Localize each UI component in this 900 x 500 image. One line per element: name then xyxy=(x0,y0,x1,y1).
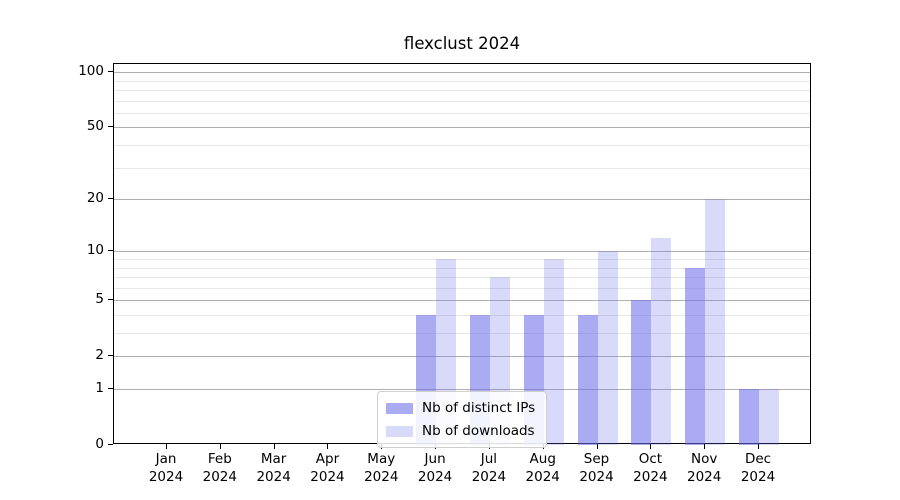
gridline-minor xyxy=(114,112,810,114)
x-axis-tick-label: Nov 2024 xyxy=(686,451,722,485)
y-axis-tick xyxy=(108,71,113,72)
gridline-minor xyxy=(114,100,810,102)
x-axis-tick xyxy=(650,444,652,449)
y-axis-tick xyxy=(108,126,113,127)
chart-title: flexclust 2024 xyxy=(403,34,521,53)
x-axis-tick-label: May 2024 xyxy=(364,451,399,485)
gridline-minor xyxy=(114,144,810,146)
legend: Nb of distinct IPs Nb of downloads xyxy=(377,391,548,448)
x-axis-tick-label: Dec 2024 xyxy=(740,451,776,485)
gridline-major xyxy=(114,198,810,200)
x-axis-tick xyxy=(704,444,706,449)
gridline-minor xyxy=(114,332,810,334)
gridline-major xyxy=(114,126,810,128)
x-axis-tick xyxy=(273,444,275,449)
bar-distinct-ips xyxy=(739,389,759,445)
gridline-minor xyxy=(114,89,810,91)
x-axis-tick-label: Aug 2024 xyxy=(525,451,560,485)
y-axis-tick xyxy=(108,444,113,445)
x-axis-tick-label: Feb 2024 xyxy=(202,451,237,485)
bar-downloads xyxy=(759,389,779,445)
y-axis-tick xyxy=(108,198,113,199)
x-axis-tick xyxy=(327,444,329,449)
gridline-minor xyxy=(114,314,810,316)
bar-distinct-ips xyxy=(685,267,706,445)
legend-label-downloads: Nb of downloads xyxy=(422,423,535,439)
gridline-minor xyxy=(114,287,810,289)
legend-item-downloads: Nb of downloads xyxy=(386,423,535,439)
y-axis-tick-label: 0 xyxy=(95,436,104,452)
y-axis-tick-label: 20 xyxy=(86,190,104,206)
gridline-major xyxy=(114,71,810,73)
x-axis-tick-label: Sep 2024 xyxy=(579,451,614,485)
gridline-major xyxy=(114,250,810,252)
legend-swatch-distinct-ips xyxy=(386,402,413,414)
x-axis-tick-label: Oct 2024 xyxy=(633,451,668,485)
y-axis-tick xyxy=(108,388,113,389)
y-axis-tick-label: 10 xyxy=(86,242,104,258)
bar-downloads xyxy=(705,199,726,445)
bar-distinct-ips xyxy=(577,314,598,445)
gridline-major xyxy=(114,355,810,357)
y-axis-tick-label: 1 xyxy=(95,380,104,396)
x-axis-tick xyxy=(219,444,221,449)
x-axis-tick-label: Jan 2024 xyxy=(148,451,184,485)
y-axis-tick xyxy=(108,355,113,356)
gridline-minor xyxy=(114,267,810,269)
y-axis-tick-label: 2 xyxy=(95,347,104,363)
x-axis-tick-label: Apr 2024 xyxy=(310,451,345,485)
y-axis-tick-label: 5 xyxy=(95,291,104,307)
bar-downloads xyxy=(651,237,672,445)
x-axis-tick-label: Jul 2024 xyxy=(471,451,507,485)
y-axis-tick xyxy=(108,250,113,251)
bar-downloads xyxy=(543,259,564,445)
gridline-minor xyxy=(114,276,810,278)
gridline-minor xyxy=(114,80,810,82)
x-axis-tick xyxy=(596,444,598,449)
legend-item-distinct-ips: Nb of distinct IPs xyxy=(386,400,535,416)
plot-area: Nb of distinct IPs Nb of downloads xyxy=(113,63,811,448)
y-axis-tick-label: 50 xyxy=(86,118,104,134)
legend-label-distinct-ips: Nb of distinct IPs xyxy=(422,400,536,416)
x-axis-tick xyxy=(166,444,167,449)
gridline-major xyxy=(114,299,810,301)
gridline-minor xyxy=(114,258,810,260)
legend-swatch-downloads xyxy=(386,425,413,437)
bar-downloads xyxy=(597,251,618,445)
x-axis-tick xyxy=(758,444,759,449)
x-axis-tick-label: Mar 2024 xyxy=(256,451,291,485)
gridline-minor xyxy=(114,167,810,169)
x-axis-tick-label: Jun 2024 xyxy=(417,451,453,485)
y-axis-tick xyxy=(108,299,113,300)
y-axis-tick-label: 100 xyxy=(78,63,104,79)
gridline-major xyxy=(114,388,810,390)
bar-distinct-ips xyxy=(631,300,652,445)
